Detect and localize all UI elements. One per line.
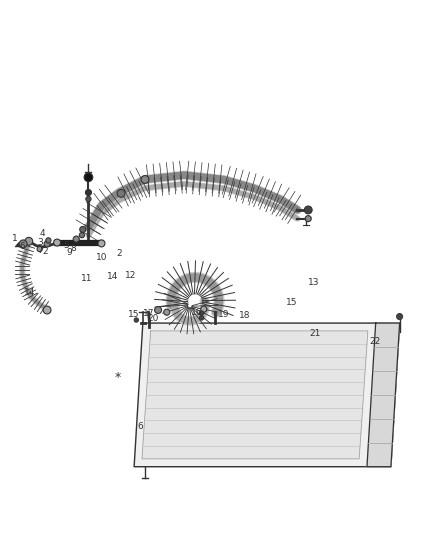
Circle shape [79,232,85,238]
Text: 1: 1 [11,233,18,243]
Text: 14: 14 [107,272,119,281]
Text: 13: 13 [308,278,320,287]
Circle shape [199,316,204,320]
Text: 15: 15 [286,298,298,306]
Circle shape [201,306,207,312]
Text: 21: 21 [309,329,321,338]
Text: 17: 17 [143,309,154,318]
Text: 9: 9 [66,248,72,256]
Text: 19: 19 [218,310,229,319]
Circle shape [117,189,125,197]
Text: 22: 22 [369,337,381,346]
Text: 2: 2 [42,247,48,256]
Circle shape [141,175,149,183]
Circle shape [164,309,170,315]
Circle shape [155,306,162,313]
Circle shape [396,313,403,320]
Text: 15: 15 [128,310,140,319]
Circle shape [73,236,79,242]
Circle shape [305,215,311,222]
Circle shape [304,206,312,214]
Text: 14: 14 [24,288,35,297]
Text: 6: 6 [138,422,144,431]
Text: *: * [115,371,121,384]
Circle shape [19,240,27,248]
Circle shape [53,239,60,246]
Circle shape [37,246,42,252]
Polygon shape [367,323,399,467]
Circle shape [43,306,51,314]
Text: 10: 10 [96,253,107,262]
Circle shape [86,197,91,201]
Text: 3: 3 [38,238,43,247]
Text: 6: 6 [19,243,25,252]
Circle shape [134,318,138,322]
Circle shape [98,240,105,247]
Text: 16: 16 [191,308,202,317]
Text: 5: 5 [63,241,69,250]
Polygon shape [134,323,399,467]
Text: 4: 4 [40,229,46,238]
Text: 8: 8 [71,244,76,253]
Text: 2: 2 [116,249,122,258]
Circle shape [25,237,33,245]
Circle shape [46,238,51,243]
Circle shape [84,173,93,182]
Text: 18: 18 [239,311,250,320]
Text: 12: 12 [125,271,137,280]
Text: 11: 11 [81,274,92,282]
Text: 7: 7 [38,246,43,255]
Circle shape [44,241,50,247]
Circle shape [80,227,86,232]
Circle shape [199,311,204,315]
Text: 20: 20 [147,314,159,323]
Circle shape [85,189,92,196]
Polygon shape [142,331,368,459]
